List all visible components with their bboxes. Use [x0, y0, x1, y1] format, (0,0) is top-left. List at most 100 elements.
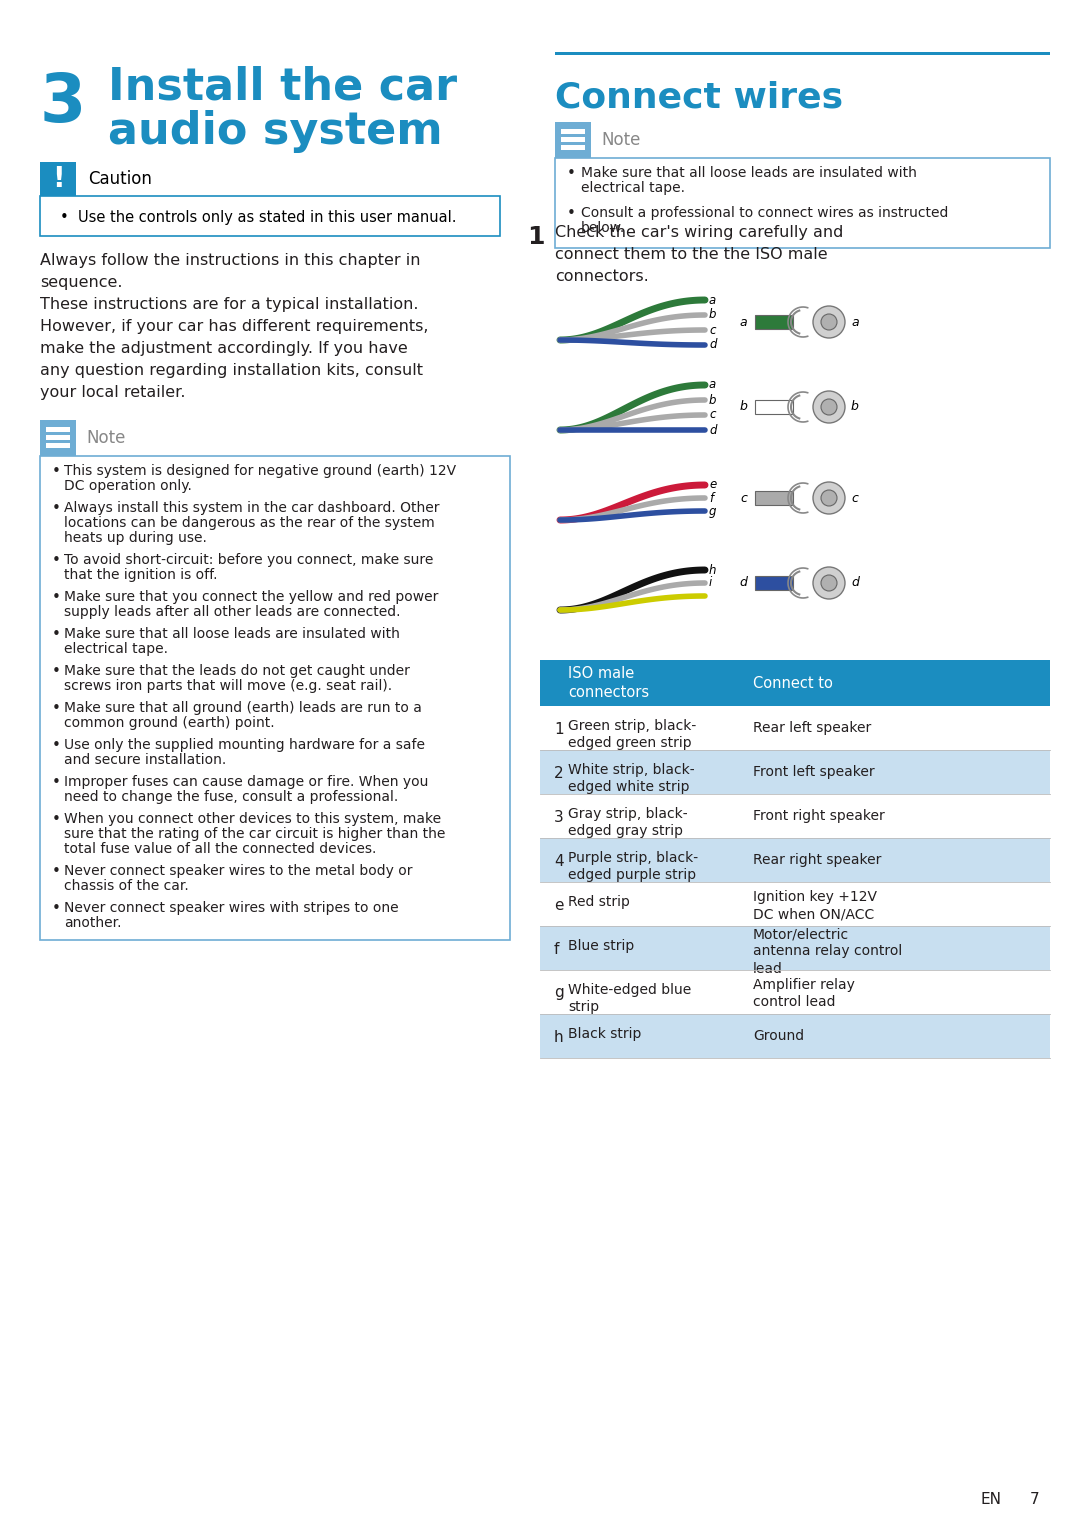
Text: Purple strip, black-
edged purple strip: Purple strip, black- edged purple strip [568, 851, 698, 883]
Bar [540, 925, 1050, 970]
Bar [755, 400, 793, 414]
Text: heats up during use.: heats up during use. [64, 531, 207, 545]
Text: •: • [567, 166, 576, 182]
Text: 3: 3 [554, 809, 564, 825]
Text: Always follow the instructions in this chapter in: Always follow the instructions in this c… [40, 253, 420, 269]
Text: d: d [708, 339, 716, 351]
Text: Front right speaker: Front right speaker [753, 809, 885, 823]
Text: •: • [52, 501, 60, 516]
Text: connect them to the the ISO male: connect them to the the ISO male [555, 247, 827, 263]
Bar [40, 420, 76, 457]
Circle shape [821, 490, 837, 505]
Text: Red strip: Red strip [568, 895, 630, 909]
Text: total fuse value of all the connected devices.: total fuse value of all the connected de… [64, 841, 376, 857]
Bar [540, 883, 1050, 925]
Text: h: h [708, 563, 716, 577]
Text: Check the car's wiring carefully and: Check the car's wiring carefully and [555, 224, 843, 240]
Text: Install the car: Install the car [108, 66, 457, 108]
Text: below.: below. [581, 221, 625, 235]
Text: c: c [740, 492, 747, 504]
Text: g: g [708, 504, 716, 518]
Text: b: b [708, 394, 716, 406]
Bar [555, 157, 1050, 247]
Text: EN: EN [980, 1492, 1001, 1507]
Text: Rear left speaker: Rear left speaker [753, 721, 872, 734]
Text: Connect to: Connect to [753, 676, 833, 692]
Text: d: d [708, 423, 716, 437]
Bar [755, 576, 793, 589]
Circle shape [813, 567, 845, 599]
Bar [540, 970, 1050, 1014]
Text: •: • [52, 701, 60, 716]
Text: 7: 7 [1030, 1492, 1040, 1507]
Text: Ground: Ground [753, 1029, 805, 1043]
Text: that the ignition is off.: that the ignition is off. [64, 568, 217, 582]
Text: c: c [851, 492, 858, 504]
Text: e: e [708, 478, 716, 492]
Bar [755, 492, 793, 505]
Circle shape [821, 399, 837, 415]
Text: b: b [851, 400, 859, 414]
Bar [755, 315, 793, 328]
Text: make the adjustment accordingly. If you have: make the adjustment accordingly. If you … [40, 341, 408, 356]
Text: Amplifier relay
control lead: Amplifier relay control lead [753, 977, 855, 1009]
Text: Make sure that all loose leads are insulated with: Make sure that all loose leads are insul… [581, 166, 917, 180]
Circle shape [813, 305, 845, 337]
Text: e: e [554, 898, 564, 913]
Text: Blue strip: Blue strip [568, 939, 634, 953]
Text: •: • [52, 738, 60, 753]
Bar [540, 794, 1050, 838]
Bar [555, 122, 591, 157]
Text: audio system: audio system [108, 110, 443, 153]
Text: a: a [708, 293, 716, 307]
Text: connectors.: connectors. [555, 269, 649, 284]
Text: Make sure that all loose leads are insulated with: Make sure that all loose leads are insul… [64, 628, 400, 641]
Text: When you connect other devices to this system, make: When you connect other devices to this s… [64, 812, 441, 826]
Text: DC operation only.: DC operation only. [64, 479, 192, 493]
Text: ISO male
connectors: ISO male connectors [568, 666, 649, 701]
Bar [46, 443, 70, 447]
Circle shape [821, 315, 837, 330]
Bar [561, 137, 585, 142]
Text: 1: 1 [554, 721, 564, 736]
Text: •: • [52, 553, 60, 568]
Bar [540, 750, 1050, 794]
Text: •: • [52, 812, 60, 828]
Text: b: b [708, 308, 716, 322]
Text: a: a [851, 316, 859, 328]
Text: Never connect speaker wires with stripes to one: Never connect speaker wires with stripes… [64, 901, 399, 915]
Text: •: • [52, 464, 60, 479]
Text: Note: Note [600, 131, 640, 150]
Text: d: d [739, 577, 747, 589]
Text: need to change the fuse, consult a professional.: need to change the fuse, consult a profe… [64, 789, 399, 805]
Bar [540, 705, 1050, 750]
Text: another.: another. [64, 916, 121, 930]
Text: Front left speaker: Front left speaker [753, 765, 875, 779]
Text: •: • [52, 864, 60, 880]
Text: Green strip, black-
edged green strip: Green strip, black- edged green strip [568, 719, 697, 750]
Text: These instructions are for a typical installation.: These instructions are for a typical ins… [40, 296, 419, 312]
Text: 1: 1 [527, 224, 544, 249]
Text: Ignition key +12V
DC when ON/ACC: Ignition key +12V DC when ON/ACC [753, 890, 877, 921]
Text: White strip, black-
edged white strip: White strip, black- edged white strip [568, 764, 694, 794]
Text: your local retailer.: your local retailer. [40, 385, 186, 400]
Bar [540, 838, 1050, 883]
Text: Note: Note [86, 429, 125, 447]
Text: c: c [708, 409, 715, 421]
Text: electrical tape.: electrical tape. [581, 182, 685, 195]
Text: Gray strip, black-
edged gray strip: Gray strip, black- edged gray strip [568, 806, 688, 838]
Text: chassis of the car.: chassis of the car. [64, 880, 189, 893]
Text: •  Use the controls only as stated in this user manual.: • Use the controls only as stated in thi… [60, 211, 457, 224]
Text: Rear right speaker: Rear right speaker [753, 854, 881, 867]
Text: 2: 2 [554, 765, 564, 780]
Text: electrical tape.: electrical tape. [64, 641, 168, 657]
Text: a: a [708, 379, 716, 391]
Bar [561, 128, 585, 134]
Text: Use only the supplied mounting hardware for a safe: Use only the supplied mounting hardware … [64, 738, 426, 751]
Bar [555, 52, 1050, 55]
Text: f: f [554, 942, 559, 956]
Text: g: g [554, 985, 564, 1000]
Text: b: b [739, 400, 747, 414]
Text: Make sure that all ground (earth) leads are run to a: Make sure that all ground (earth) leads … [64, 701, 422, 715]
Bar [40, 162, 76, 195]
